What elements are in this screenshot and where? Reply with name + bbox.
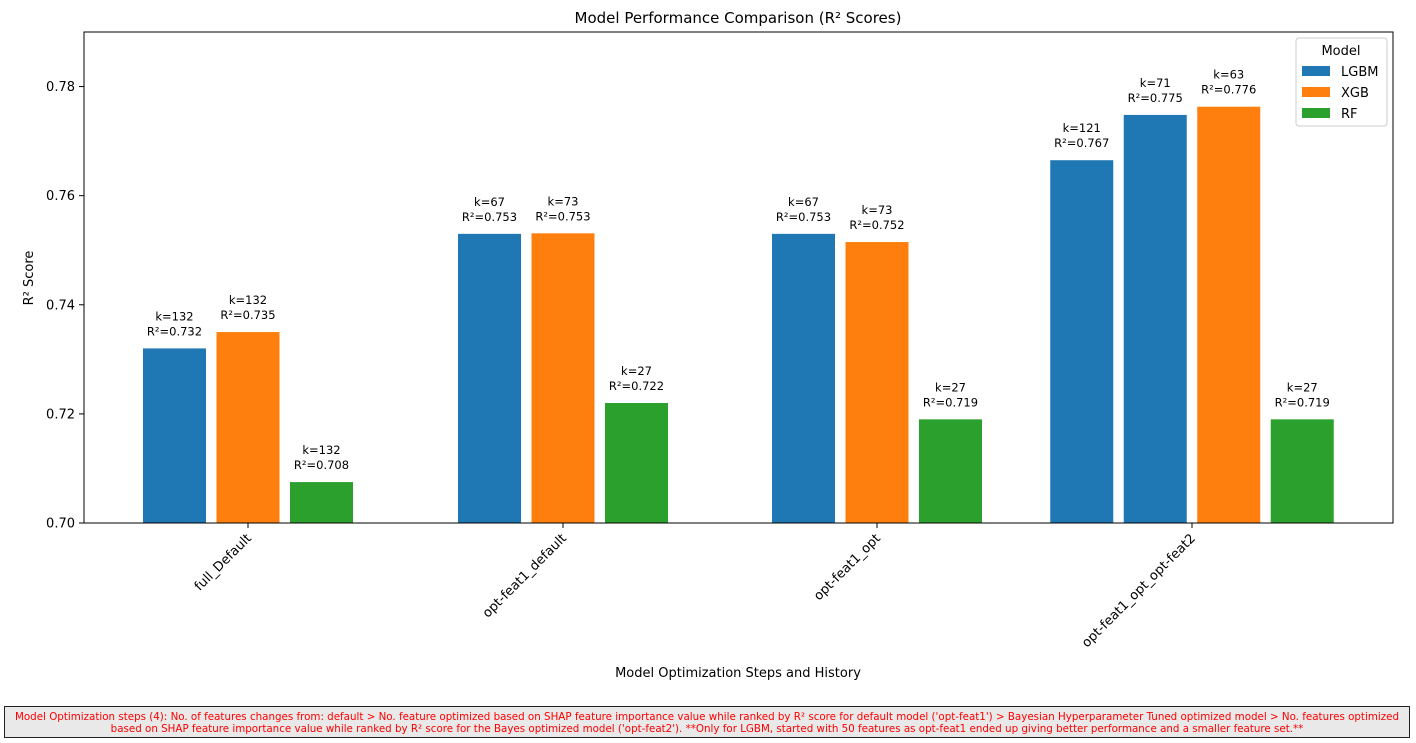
bar-label-k: k=132 (302, 443, 340, 457)
bar-label-r2: R²=0.767 (1054, 136, 1109, 150)
footnote: Model Optimization steps (4): No. of fea… (4, 706, 1410, 738)
bar-label-k: k=132 (155, 309, 193, 323)
legend-swatch-xgb (1302, 87, 1330, 97)
bar-label-r2: R²=0.732 (147, 324, 202, 338)
x-tick-label: opt-feat1_default (480, 531, 570, 621)
x-tick-label: full_Default (192, 531, 255, 594)
legend-swatch-rf (1302, 108, 1330, 118)
bar-label-r2: R²=0.753 (462, 210, 517, 224)
bar-xgb (531, 233, 595, 523)
bar-xgb (216, 332, 280, 523)
bar-label-r2: R²=0.722 (609, 379, 664, 393)
y-tick-label: 0.78 (46, 80, 75, 95)
bar-label-r2: R²=0.719 (923, 395, 978, 409)
bar-label-r2: R²=0.753 (776, 210, 831, 224)
bar-lgbm (772, 233, 835, 523)
bar-rf (919, 419, 982, 523)
bar-xgb (845, 242, 909, 524)
bar-label-r2: R²=0.735 (220, 308, 275, 322)
legend: Model LGBM XGB RF (1295, 37, 1388, 127)
bar-label-k: k=27 (621, 364, 652, 378)
bar-lgbm (458, 233, 521, 523)
bar-label-r2: R²=0.776 (1201, 83, 1256, 97)
legend-title: Model (1321, 44, 1360, 59)
legend-frame (1295, 37, 1388, 127)
legend-swatch-lgbm (1302, 66, 1330, 76)
bar-label-k: k=132 (229, 293, 267, 307)
bar-label-k: k=27 (1287, 380, 1318, 394)
y-tick-label: 0.76 (46, 189, 75, 204)
y-tick-label: 0.74 (46, 298, 75, 313)
bar-rf (290, 482, 353, 523)
bar-lgbm (1123, 114, 1187, 524)
bar-label-k: k=67 (788, 195, 819, 209)
plot-frame (83, 31, 1394, 524)
bar-lgbm (1050, 160, 1114, 523)
bar-xgb (1197, 106, 1261, 523)
bar-lgbm (143, 348, 206, 523)
bar-label-k: k=121 (1063, 121, 1101, 135)
bar-label-k: k=73 (548, 194, 579, 208)
bar-rf (605, 402, 668, 523)
bar-label-k: k=73 (862, 203, 893, 217)
x-axis-label: Model Optimization Steps and History (615, 666, 861, 681)
bar-label-r2: R²=0.719 (1275, 395, 1330, 409)
legend-label-xgb: XGB (1341, 86, 1369, 101)
legend-label-lgbm: LGBM (1341, 65, 1378, 80)
bar-label-k: k=67 (474, 195, 505, 209)
bar-label-r2: R²=0.775 (1128, 91, 1183, 105)
legend-label-rf: RF (1341, 107, 1358, 122)
y-tick-label: 0.72 (46, 407, 75, 422)
bar-rf (1270, 419, 1334, 523)
bar-label-r2: R²=0.752 (849, 218, 904, 232)
bar-label-k: k=27 (935, 380, 966, 394)
bar-label-k: k=63 (1213, 68, 1244, 82)
x-tick-label: opt-feat1_opt (811, 531, 884, 604)
bar-label-k: k=71 (1140, 76, 1171, 90)
x-tick-label: opt-feat1_opt_opt-feat2 (1079, 531, 1199, 651)
bar-label-r2: R²=0.753 (535, 209, 590, 223)
y-tick-label: 0.70 (46, 517, 75, 532)
y-axis-label: R² Score (22, 251, 37, 306)
bar-label-r2: R²=0.708 (294, 458, 349, 472)
chart-title: Model Performance Comparison (R² Scores) (575, 9, 902, 27)
